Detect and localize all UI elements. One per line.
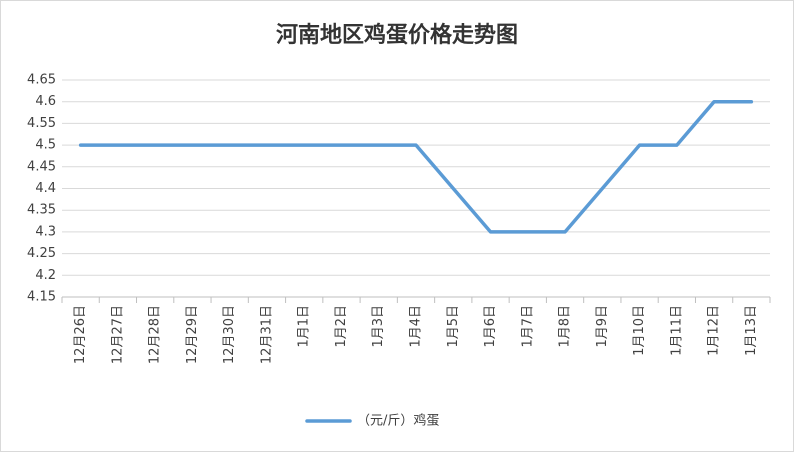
y-tick-label: 4.15	[27, 290, 56, 305]
y-tick-label: 4.65	[27, 73, 56, 88]
y-tick-label: 4.45	[27, 159, 56, 174]
y-tick-label: 4.55	[27, 116, 56, 131]
x-tick-label: 1月2日	[334, 305, 349, 348]
y-tick-label: 4.3	[35, 224, 56, 239]
y-tick-label: 4.6	[35, 94, 56, 109]
chart-title: 河南地区鸡蛋价格走势图	[276, 22, 518, 48]
y-tick-label: 4.5	[35, 138, 56, 153]
y-tick-label: 4.35	[27, 203, 56, 218]
x-tick-label: 1月6日	[483, 305, 498, 348]
x-tick-label: 12月26日	[73, 305, 88, 364]
x-tick-label: 12月28日	[148, 305, 163, 364]
y-tick-label: 4.2	[35, 268, 56, 283]
legend-label: （元/斤）鸡蛋	[357, 413, 439, 429]
x-tick-label: 1月13日	[744, 305, 759, 356]
x-tick-label: 1月9日	[595, 305, 610, 348]
x-tick-label: 1月11日	[669, 305, 684, 356]
x-tick-label: 1月7日	[520, 305, 535, 348]
x-tick-label: 1月10日	[632, 305, 647, 356]
x-tick-label: 1月5日	[446, 305, 461, 348]
x-tick-label: 1月1日	[297, 305, 312, 348]
x-tick-label: 1月8日	[558, 305, 573, 348]
y-tick-label: 4.4	[35, 181, 56, 196]
y-tick-label: 4.25	[27, 246, 56, 261]
x-tick-label: 1月12日	[707, 305, 722, 356]
x-tick-label: 12月29日	[185, 305, 200, 364]
series-line	[78, 99, 754, 234]
x-tick-label: 1月4日	[409, 305, 424, 348]
x-tick-label: 1月3日	[371, 305, 386, 348]
x-tick-label: 12月27日	[110, 305, 125, 364]
x-tick-label: 12月31日	[259, 305, 274, 364]
x-tick-label: 12月30日	[222, 305, 237, 364]
